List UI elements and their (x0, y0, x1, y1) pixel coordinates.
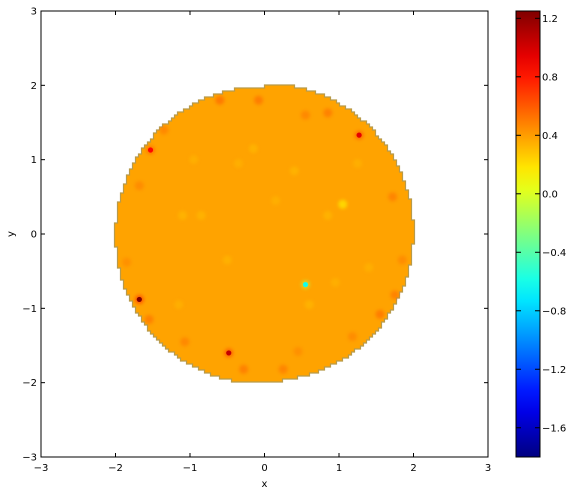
colorbar: −1.6 −1.2 −0.8 −0.4 0.0 0.4 0.8 1.2 (515, 10, 566, 458)
hotspot-point (222, 255, 232, 265)
hotspot-point (289, 166, 299, 176)
hotspot-point (147, 147, 154, 153)
hotspot-point (180, 337, 190, 347)
x-tick-label: 3 (485, 463, 491, 474)
colorbar-tick-label: −1.6 (542, 423, 566, 434)
hotspot-point (338, 199, 348, 209)
x-axis-label: x (262, 479, 268, 490)
hotspot-point (226, 350, 232, 356)
hotspot-point (375, 309, 385, 319)
hotspot-point (304, 300, 314, 310)
hotspot-point (356, 132, 362, 138)
hotspot-point (144, 314, 154, 324)
colorbar-tick-label: −0.8 (542, 306, 566, 317)
hotspot-point (178, 210, 188, 220)
hotspot-point (278, 364, 288, 374)
hotspot-point (397, 255, 407, 265)
colorbar-tick-label: −0.4 (542, 248, 566, 259)
x-tick-label: −1 (183, 463, 198, 474)
x-tick-label: −2 (108, 463, 123, 474)
colorbar-ticks: −1.6 −1.2 −0.8 −0.4 0.0 0.4 0.8 1.2 (516, 14, 566, 434)
colorbar-tick-label: 0.4 (542, 131, 558, 142)
colorbar-tick-label: −1.2 (542, 365, 566, 376)
y-tick-label: 1 (31, 155, 37, 166)
y-tick-label: −1 (22, 304, 37, 315)
colorbar-tick-label: 0.8 (542, 72, 558, 83)
hotspot-point (388, 192, 398, 202)
x-tick-label: 0 (261, 463, 267, 474)
hotspot-point (323, 210, 333, 220)
hotspot-point (196, 210, 206, 220)
y-tick-label: 3 (31, 7, 37, 18)
hotspot-point (136, 296, 142, 303)
hotspot-point (215, 95, 225, 105)
hotspot-point (364, 262, 374, 272)
hotspot-point (330, 277, 340, 287)
hotspot-point (271, 196, 281, 206)
hotspot-point (248, 144, 258, 154)
y-tick-label: −2 (22, 378, 37, 389)
hotspot-point (302, 281, 309, 288)
axes: −3 −2 −1 0 1 2 3 −3 −2 −1 0 1 2 3 (22, 7, 491, 475)
field-disk (113, 84, 416, 383)
x-tick-label: 2 (410, 463, 416, 474)
hotspot-point (189, 155, 199, 165)
hotspot-point (122, 257, 132, 267)
colorbar-tick-label: 1.2 (542, 14, 558, 25)
x-tick-label: 1 (336, 463, 342, 474)
colorbar-tick-label: 0.0 (542, 189, 558, 200)
hotspot-point (254, 95, 264, 105)
hotspot-point (239, 364, 249, 374)
hotspot-point (353, 158, 363, 168)
hotspot-point (233, 158, 243, 168)
y-tick-label: 2 (31, 81, 37, 92)
x-tick-label: −3 (34, 463, 49, 474)
y-axis-label: y (6, 231, 17, 237)
hotspot-point (390, 290, 400, 300)
hotspot-point (174, 300, 184, 310)
hotspot-point (300, 110, 310, 120)
hotspot-point (347, 332, 357, 342)
hotspots (122, 95, 407, 374)
y-tick-label: 0 (31, 230, 37, 241)
y-tick-label: −3 (22, 453, 37, 464)
hotspot-point (293, 346, 303, 356)
hotspot-point (323, 108, 333, 118)
hotspot-point (159, 125, 169, 135)
hotspot-point (134, 181, 144, 191)
colorbar-gradient (515, 10, 541, 458)
